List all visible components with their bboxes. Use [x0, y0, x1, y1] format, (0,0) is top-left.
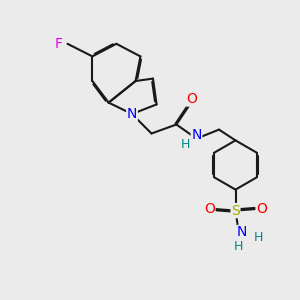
Text: S: S [231, 204, 240, 218]
Text: N: N [237, 226, 247, 239]
Text: H: H [253, 231, 263, 244]
Text: O: O [187, 92, 197, 106]
Text: N: N [191, 128, 202, 142]
Text: N: N [127, 107, 137, 121]
Text: H: H [180, 137, 190, 151]
Text: F: F [55, 37, 62, 51]
Text: H: H [234, 239, 243, 253]
Text: O: O [204, 202, 215, 216]
Text: O: O [256, 202, 267, 216]
